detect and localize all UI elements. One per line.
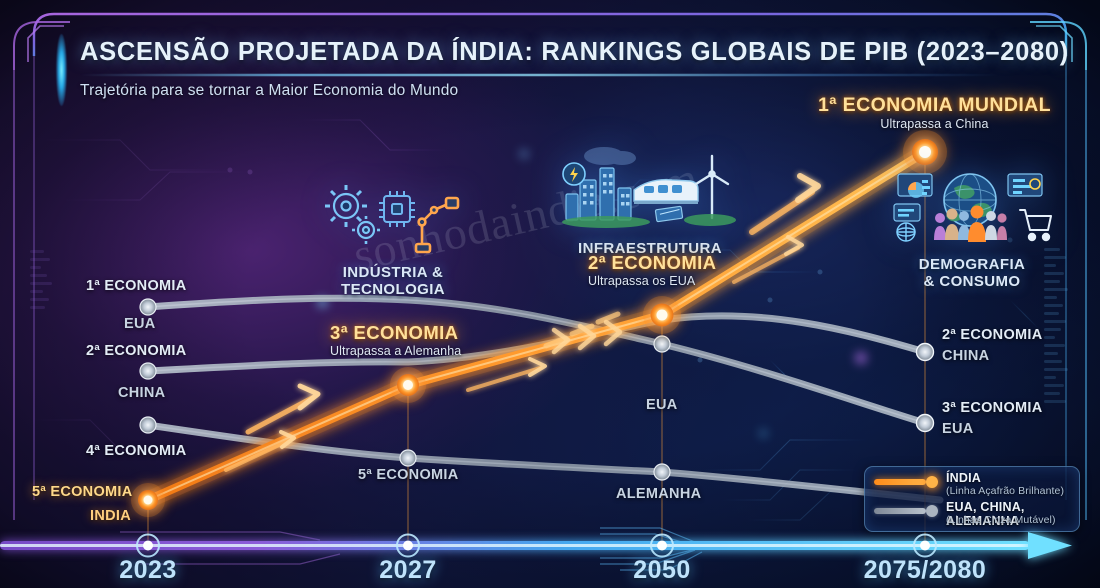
page-title: ASCENSÃO PROJETADA DA ÍNDIA: RANKINGS GL…	[80, 38, 1069, 66]
cluster-infraestrutura: INFRAESTRUTURA	[560, 140, 740, 258]
legend-item-others: EUA, CHINA, ALEMANHA (Linhas Cinza Mutáv…	[874, 500, 1070, 532]
cluster-label-industria: INDÚSTRIA & TECNOLOGIA	[322, 264, 464, 299]
cluster-industria-tecnologia: INDÚSTRIA & TECNOLOGIA	[322, 182, 464, 299]
series-alemanha	[144, 421, 944, 504]
legend-swatch-india-icon	[874, 479, 926, 485]
legend-node-others-icon	[926, 505, 938, 517]
data-point-nodes-gray	[139, 298, 935, 481]
infrastructure-icon	[562, 147, 736, 228]
timeline-axis: 2023 2027 2050 2075/2080	[0, 524, 1100, 588]
series-eua	[144, 294, 929, 427]
legend-panel: ÍNDIA (Linha Açafrão Brilhante) EUA, CHI…	[864, 466, 1080, 532]
title-divider	[80, 74, 1000, 76]
data-point-nodes-india	[131, 130, 947, 517]
cluster-label-line1: DEMOGRAFIA	[918, 256, 1026, 273]
cluster-label-line2: & CONSUMO	[923, 272, 1021, 290]
legend-swatch-others-icon	[874, 508, 926, 514]
page-subtitle: Trajetória para se tornar a Maior Econom…	[80, 82, 459, 99]
cluster-label-line2: TECNOLOGIA	[341, 280, 445, 298]
legend-item-india: ÍNDIA (Linha Açafrão Brilhante)	[874, 471, 1070, 503]
series-india	[139, 143, 934, 509]
momentum-arrows-decoration	[224, 173, 821, 472]
legend-name-others: EUA, CHINA, ALEMANHA	[946, 500, 1025, 528]
year-label-2050: 2050	[633, 556, 691, 584]
year-label-2023: 2023	[119, 556, 177, 584]
cluster-label-demografia: DEMOGRAFIA & CONSUMO	[892, 256, 1052, 291]
cluster-demografia-consumo: DEMOGRAFIA & CONSUMO	[892, 160, 1052, 291]
legend-desc-india: (Linha Açafrão Brilhante)	[946, 485, 1065, 497]
demographics-consumption-icon	[893, 173, 1052, 242]
cluster-label-infraestrutura: INFRAESTRUTURA	[578, 240, 722, 257]
legend-node-india-icon	[926, 476, 938, 488]
year-label-2075-2080: 2075/2080	[863, 556, 987, 584]
year-label-2027: 2027	[379, 556, 437, 584]
timeline-svg	[0, 527, 1072, 571]
title-accent-bar-icon	[56, 34, 67, 106]
cluster-label-line1: INDÚSTRIA &	[342, 264, 444, 281]
industry-tech-icon	[325, 185, 460, 254]
legend-desc-others: (Linhas Cinza Mutável)	[946, 514, 1056, 526]
legend-name-india: ÍNDIA	[946, 471, 982, 485]
